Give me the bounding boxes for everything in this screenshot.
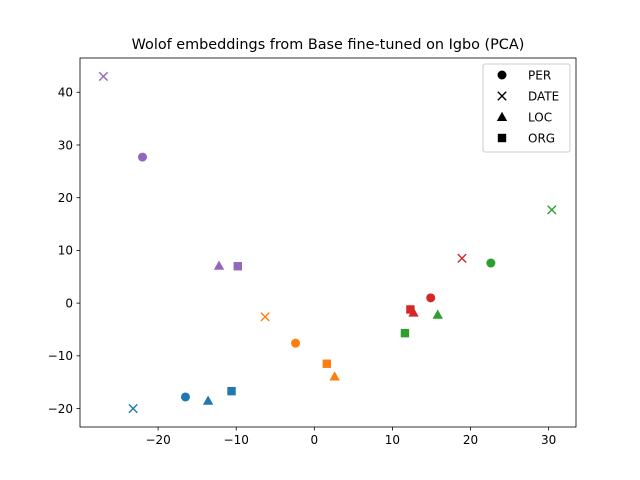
- data-point-triangle: [213, 260, 225, 270]
- x-tick-label: 20: [463, 433, 478, 447]
- chart-title: Wolof embeddings from Base fine-tuned on…: [132, 37, 525, 53]
- y-tick-label: 20: [58, 191, 73, 205]
- data-point-x: [128, 403, 138, 414]
- y-tick-label: 40: [58, 86, 73, 100]
- x-tick-label: 0: [311, 433, 319, 447]
- legend-marker-square: [497, 133, 507, 143]
- data-point-square: [322, 359, 332, 368]
- legend-label: DATE: [528, 90, 559, 104]
- data-point-x: [98, 71, 109, 82]
- data-point-circle: [180, 392, 190, 402]
- x-tick-label: −20: [145, 433, 170, 447]
- data-point-circle: [486, 258, 496, 268]
- y-tick-label: 10: [58, 244, 73, 258]
- legend-label: LOC: [528, 111, 552, 125]
- data-point-triangle: [329, 371, 340, 381]
- data-point-x: [260, 312, 270, 322]
- data-point-circle: [426, 293, 436, 303]
- y-tick-label: 30: [58, 138, 73, 152]
- legend-marker-x: [497, 91, 507, 101]
- legend-marker-circle: [497, 70, 507, 80]
- legend-label: PER: [528, 69, 551, 83]
- data-point-square: [406, 305, 415, 314]
- data-point-x: [547, 205, 557, 215]
- legend-box: [482, 63, 571, 153]
- x-tick-label: −10: [224, 433, 249, 447]
- x-tick-label: 30: [541, 433, 556, 447]
- data-point-circle: [291, 338, 301, 348]
- data-point-square: [233, 262, 242, 271]
- y-tick-label: −20: [48, 402, 73, 416]
- data-point-triangle: [432, 309, 443, 319]
- axis-ticks: −20 −10 0 10 20 30 −20 −10 0 10 20 30 40: [48, 86, 557, 447]
- legend-label: ORG: [528, 132, 555, 146]
- data-point-x: [457, 253, 467, 264]
- plot-frame: [79, 57, 577, 428]
- data-point-square: [227, 386, 236, 396]
- legend: PER DATE LOC ORG: [482, 63, 571, 153]
- data-points: [98, 71, 557, 414]
- legend-marker-triangle: [496, 111, 508, 122]
- data-point-triangle: [202, 395, 214, 405]
- data-point-circle: [137, 152, 147, 162]
- y-tick-label: 0: [65, 296, 73, 310]
- x-tick-label: 10: [385, 433, 400, 447]
- data-point-square: [400, 328, 410, 338]
- y-tick-label: −10: [48, 349, 73, 363]
